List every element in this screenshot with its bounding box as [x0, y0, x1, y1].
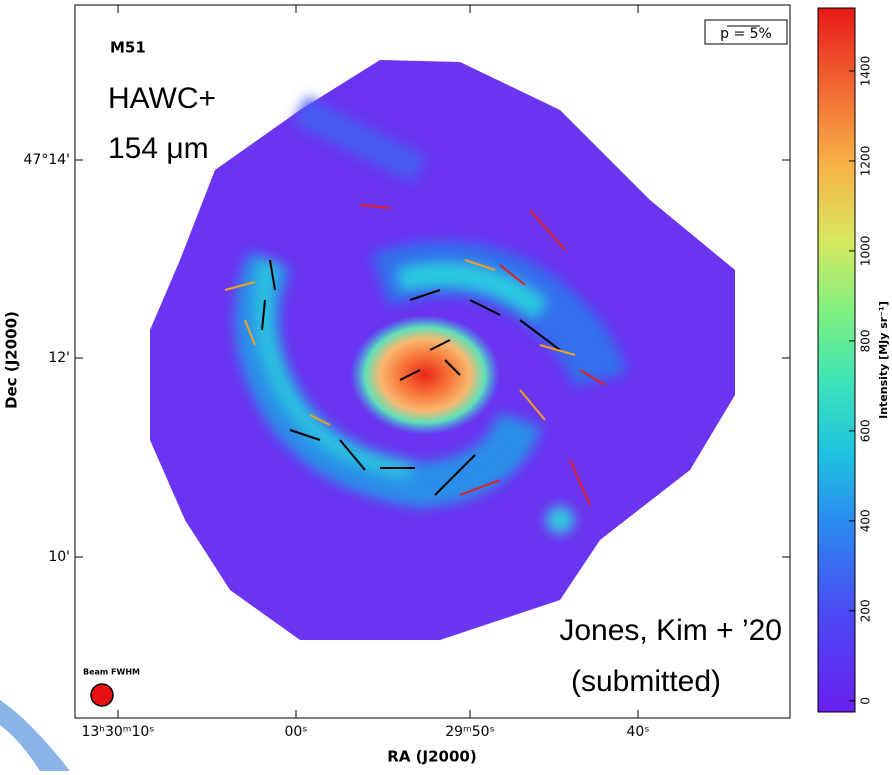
- y-tick-label: 47°14': [24, 152, 70, 168]
- pol-scale: p = 5%: [720, 26, 772, 42]
- beam: [91, 684, 113, 706]
- colorbar-tick-label: 0: [859, 697, 873, 705]
- colorbar-label: Intensity [MJy sr⁻¹]: [877, 301, 890, 419]
- swoosh: [0, 700, 70, 771]
- credit: Jones, Kim + ’20: [559, 614, 782, 647]
- colorbar: [818, 8, 855, 712]
- x-tick-label: 40ˢ: [626, 724, 649, 740]
- beam-label: Beam FWHM: [83, 668, 140, 677]
- x-axis-label: RA (J2000): [387, 748, 476, 766]
- y-tick-label: 10': [48, 549, 70, 565]
- colorbar-tick-label: 400: [859, 509, 873, 532]
- colorbar-tick-label: 200: [859, 599, 873, 622]
- colorbar-tick-label: 1200: [859, 146, 873, 177]
- object: M51: [110, 39, 146, 57]
- x-tick-label: 29ᵐ50ˢ: [445, 724, 495, 740]
- colorbar-tick-label: 600: [859, 419, 873, 442]
- x-tick-label: 13ʰ30ᵐ10ˢ: [81, 724, 154, 740]
- status: (submitted): [571, 665, 721, 698]
- y-axis-label: Dec (J2000): [3, 311, 21, 409]
- colorbar-tick-label: 1000: [859, 236, 873, 267]
- instrument: HAWC+: [108, 82, 216, 115]
- y-tick-label: 12': [48, 350, 70, 366]
- colorbar-tick-label: 800: [859, 329, 873, 352]
- x-tick-label: 00ˢ: [284, 724, 307, 740]
- figure: Beam FWHM p = 5% M51 HAWC+ 154 μm Jones,…: [0, 0, 892, 771]
- colorbar-tick-label: 1400: [859, 56, 873, 87]
- wavelength: 154 μm: [108, 132, 209, 165]
